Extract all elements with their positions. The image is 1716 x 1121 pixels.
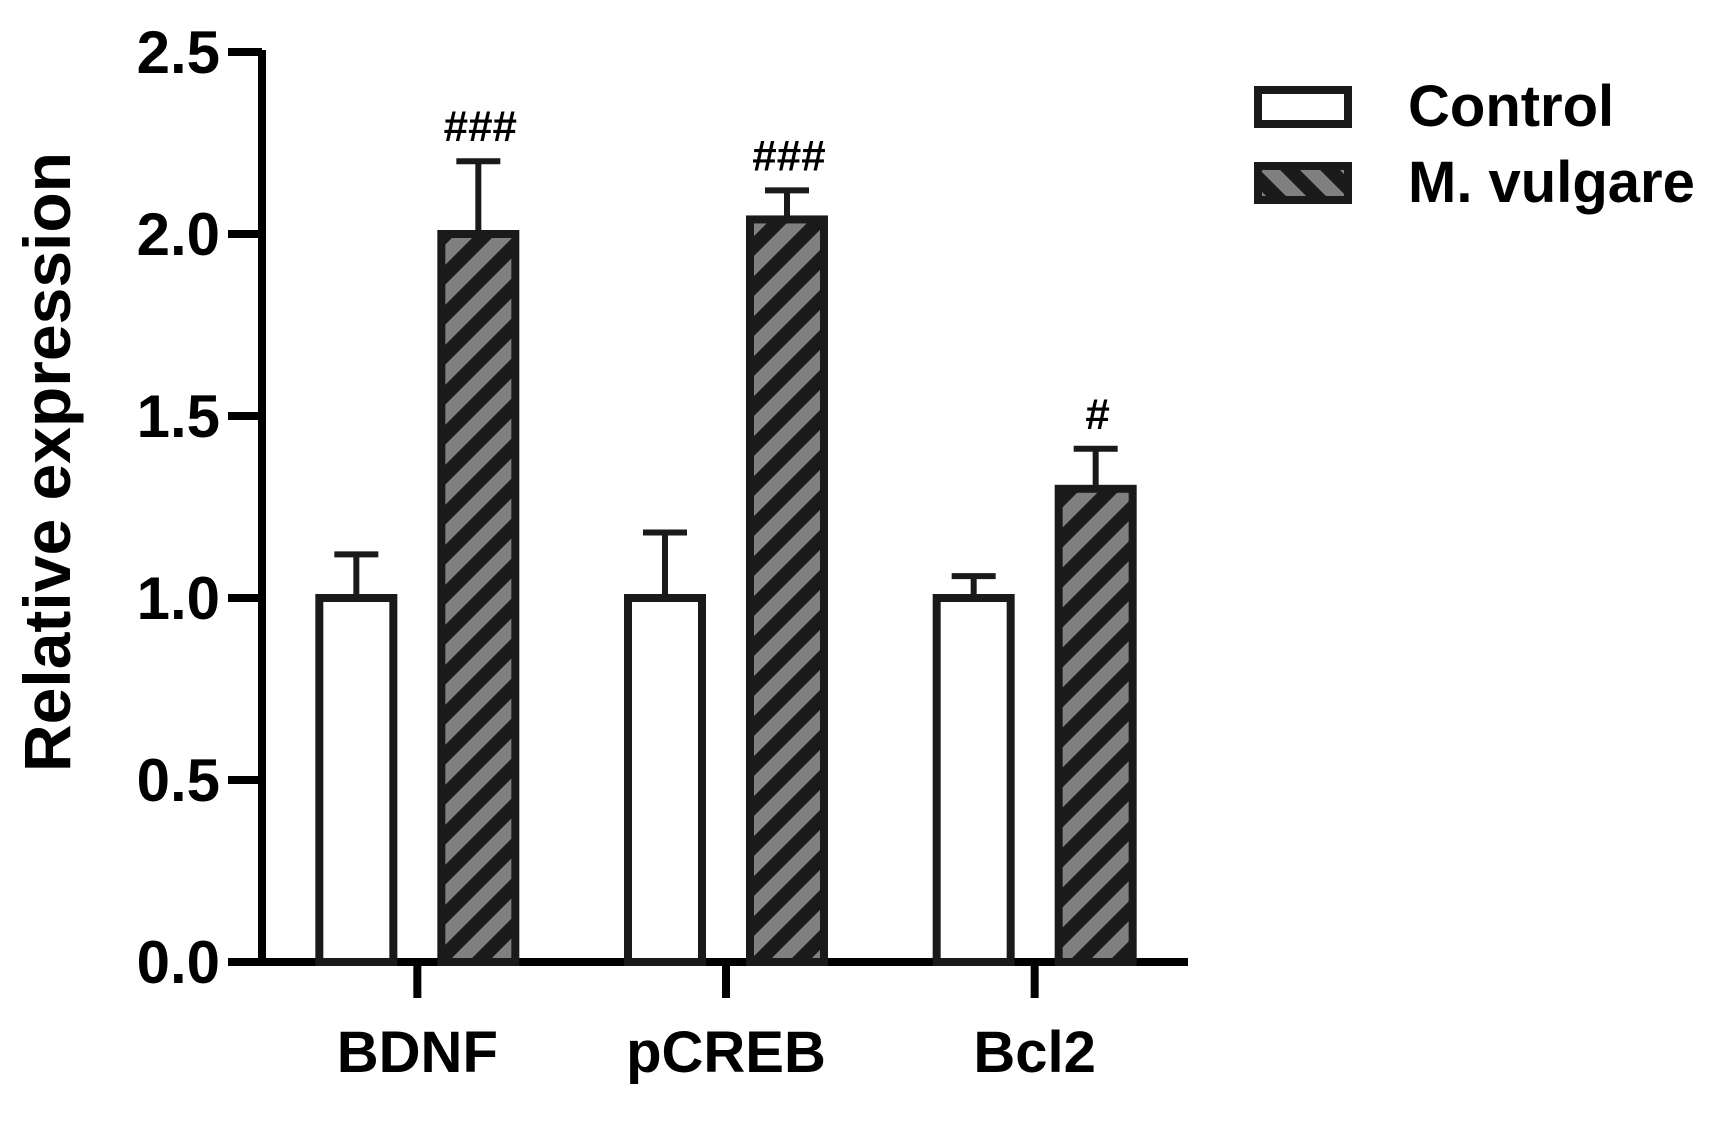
x-tick-label: Bcl2 (973, 1020, 1096, 1085)
significance-label: ### (752, 131, 825, 180)
bar-control (624, 594, 706, 966)
y-axis-title: Relative expression (10, 152, 84, 772)
y-tick-label: 2.5 (137, 19, 220, 86)
bar-m-vulgare (746, 215, 828, 966)
legend-label-control: Control (1408, 74, 1614, 139)
legend-label-m-vulgare: M. vulgare (1408, 150, 1695, 215)
significance-label: ### (444, 102, 517, 151)
legend-swatch-m-vulgare (1254, 162, 1352, 204)
y-tick-label: 2.0 (137, 201, 220, 268)
legend-swatch-control (1254, 86, 1352, 128)
x-tick-label: BDNF (337, 1020, 498, 1085)
error-bars-layer (334, 158, 1118, 598)
bar-m-vulgare (437, 230, 520, 966)
significance-layer: ####### (444, 102, 1110, 439)
y-tick-label: 0.5 (137, 747, 220, 814)
y-tick-label: 0.0 (137, 929, 220, 996)
significance-label: # (1085, 390, 1109, 439)
y-tick-label: 1.5 (137, 383, 220, 450)
bars-layer (315, 215, 1137, 966)
legend: Control M. vulgare (1254, 74, 1695, 215)
bar-control (315, 594, 398, 966)
bar-m-vulgare (1054, 484, 1137, 966)
x-tick-label: pCREB (626, 1020, 826, 1085)
bar-control (932, 594, 1015, 966)
y-tick-label: 1.0 (137, 565, 220, 632)
axes: 0.0 0.5 1.0 1.5 2.0 2.5 BDNF pCREB Bcl2 (137, 19, 1188, 1085)
